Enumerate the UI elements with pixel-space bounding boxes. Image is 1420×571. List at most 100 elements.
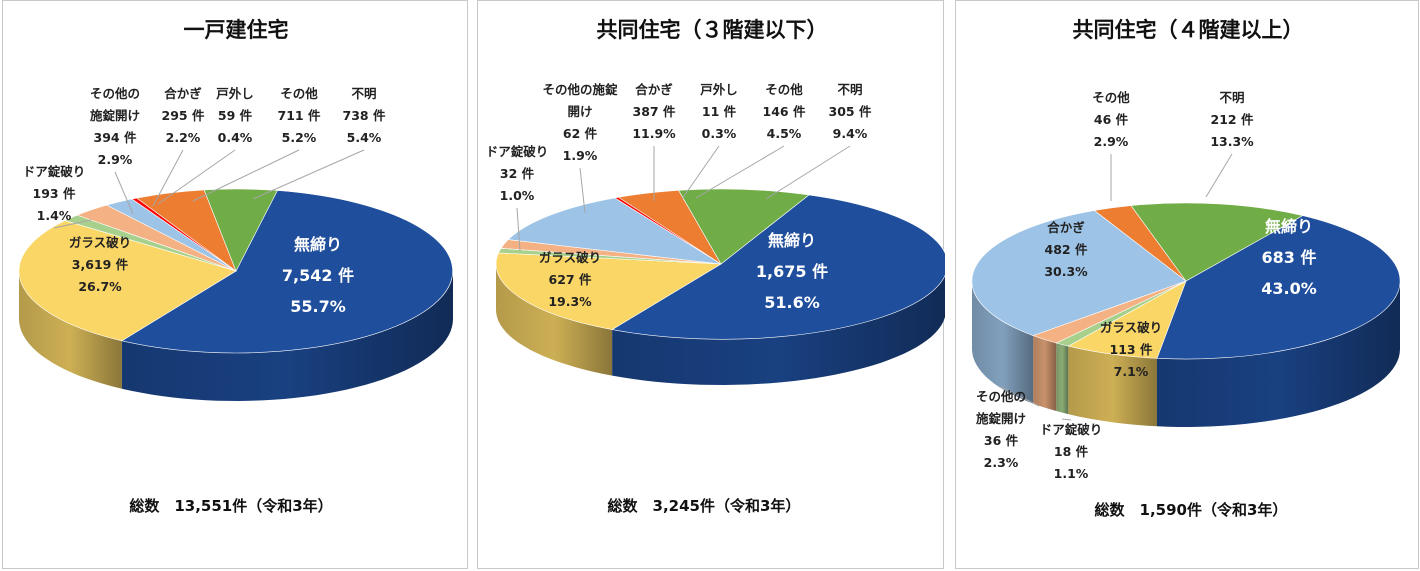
slice-count: 212 件 xyxy=(1211,112,1254,127)
slice-name: ガラス破り xyxy=(1100,320,1162,335)
pie-slice-合かぎ xyxy=(971,210,1187,336)
slice-count: 113 件 xyxy=(1110,342,1153,357)
slice-name: 無締り xyxy=(768,231,816,250)
slice-name: 合かぎ xyxy=(164,86,202,101)
slice-count: 394 件 xyxy=(94,130,137,145)
slice-label-合かぎ: 合かぎ 482 件 30.3% xyxy=(1044,220,1088,279)
leader-line-不明 xyxy=(765,145,851,200)
pie-chart-apartments-4-floors-or-more: 共同住宅（４階建以上） 無締り 683 件 43.0% ガラス破り 113 件 7.1% ド… xyxy=(971,18,1401,519)
slice-percent: 2.2% xyxy=(166,130,201,145)
slice-name: 無締り xyxy=(1265,217,1313,236)
total-count-label: 総数 13,551件（令和3年） xyxy=(129,497,332,515)
slice-label-ドア錠破り: ドア錠破り 18 件 1.1% xyxy=(1040,422,1103,481)
slice-percent: 0.3% xyxy=(702,126,737,141)
slice-percent: 1.0% xyxy=(500,188,535,203)
slice-label-不明: 不明 738 件 5.4% xyxy=(343,86,386,145)
slice-count: 3,619 件 xyxy=(72,257,129,272)
pie-slice-ガラス破り xyxy=(495,252,722,330)
slice-percent: 1.4% xyxy=(37,208,72,223)
slice-name: その他 xyxy=(280,86,318,101)
slice-label-無締り: 無締り 7,542 件 55.7% xyxy=(282,235,354,316)
slice-label-不明: 不明 305 件 9.4% xyxy=(829,82,872,141)
slice-percent: 5.4% xyxy=(347,130,382,145)
pie-slice-無締り xyxy=(611,194,945,340)
leader-line-不明 xyxy=(252,149,365,200)
slice-percent: 5.2% xyxy=(282,130,317,145)
pie-side-ガラス破り xyxy=(19,271,122,389)
pie-slice-合かぎ xyxy=(507,197,722,265)
slice-name: ガラス破り xyxy=(539,250,601,265)
slice-percent: 30.3% xyxy=(1044,264,1088,279)
slice-count: 627 件 xyxy=(549,272,592,287)
slice-count: 146 件 xyxy=(763,104,806,119)
leader-line-合かぎ xyxy=(152,149,184,207)
slice-percent: 19.3% xyxy=(548,294,592,309)
slice-label-合かぎ: 合かぎ 295 件 2.2% xyxy=(162,86,205,145)
slice-name: 戸外し xyxy=(700,82,738,97)
slice-label-その他: その他 46 件 2.9% xyxy=(1092,90,1130,149)
pie-side-無締り xyxy=(1157,281,1400,427)
slice-percent: 4.5% xyxy=(767,126,802,141)
chart-panel-apartments-4-floors-or-more: 共同住宅（４階建以上） 無締り 683 件 43.0% ガラス破り 113 件 7.1% ド… xyxy=(955,0,1419,569)
pie-side-無締り xyxy=(121,271,454,401)
slice-name-cont: 開け xyxy=(567,104,592,119)
slice-name: ガラス破り xyxy=(69,235,131,250)
slice-count: 193 件 xyxy=(33,186,76,201)
slice-percent: 13.3% xyxy=(1210,134,1254,149)
pie-side-ドア錠破り xyxy=(1056,343,1069,415)
slice-name-cont: 施錠開け xyxy=(90,108,140,123)
slice-name: ドア錠破り xyxy=(23,164,86,179)
slice-count: 738 件 xyxy=(343,108,386,123)
slice-percent: 2.9% xyxy=(98,152,133,167)
slice-name: ドア錠破り xyxy=(486,144,549,159)
leader-line-ドア錠破り xyxy=(1061,418,1072,421)
slice-name: ドア錠破り xyxy=(1040,422,1103,437)
pie-slice-不明 xyxy=(678,188,810,265)
slice-label-合かぎ: 合かぎ 387 件 11.9% xyxy=(632,82,676,141)
slice-count: 18 件 xyxy=(1054,444,1089,459)
slice-label-その他: その他 711 件 5.2% xyxy=(278,86,321,145)
pie-chart-apartments-3-floors-or-less: 共同住宅（３階建以下） 無締り 1,675 件 51.6% ガラス破り 627 件 19.… xyxy=(486,18,945,515)
slice-label-不明: 不明 212 件 13.3% xyxy=(1210,90,1254,149)
pie-slice-不明 xyxy=(203,188,278,272)
slice-label-ガラス破り: ガラス破り 3,619 件 26.7% xyxy=(69,235,131,294)
slice-name: 合かぎ xyxy=(635,82,673,97)
leader-line-その他 xyxy=(192,149,300,202)
slice-name: その他 xyxy=(1092,90,1130,105)
total-count-label: 総数 1,590件（令和3年） xyxy=(1095,501,1288,519)
slice-count: 1,675 件 xyxy=(756,262,828,281)
slice-label-戸外し: 戸外し 11 件 0.3% xyxy=(700,82,738,141)
slice-name: 不明 xyxy=(351,86,376,101)
slice-label-ドア錠破り: ドア錠破り 193 件 1.4% xyxy=(23,164,86,223)
slice-count: 7,542 件 xyxy=(282,266,354,285)
slice-count: 59 件 xyxy=(218,108,253,123)
slice-percent: 2.9% xyxy=(1094,134,1129,149)
slice-count: 62 件 xyxy=(563,126,598,141)
slice-name: その他の xyxy=(976,389,1026,404)
pie-slice-無締り xyxy=(1156,215,1401,360)
slice-name: 戸外し xyxy=(216,86,254,101)
chart-title: 一戸建住宅 xyxy=(184,18,289,42)
slice-name: その他の施錠 xyxy=(542,82,618,97)
slice-label-ガラス破り: ガラス破り 113 件 7.1% xyxy=(1100,320,1162,379)
slice-label-無締り: 無締り 1,675 件 51.6% xyxy=(756,231,828,312)
slice-percent: 11.9% xyxy=(632,126,676,141)
slice-count: 482 件 xyxy=(1045,242,1088,257)
slice-label-無締り: 無締り 683 件 43.0% xyxy=(1261,217,1317,298)
chart-panel-detached-houses: 一戸建住宅 無締り 7,542 件 55.7% ガラス破り 3,619 件 26.7% ドア… xyxy=(2,0,468,569)
slice-name-cont: 施錠開け xyxy=(976,411,1026,426)
leader-line-ドア錠破り xyxy=(53,219,92,229)
slice-count: 32 件 xyxy=(500,166,535,181)
leader-line-戸外し xyxy=(157,149,236,205)
slice-percent: 51.6% xyxy=(764,293,820,312)
slice-name: その他の xyxy=(90,86,140,101)
slice-percent: 7.1% xyxy=(1114,364,1149,379)
slice-count: 387 件 xyxy=(633,104,676,119)
slice-name: 不明 xyxy=(837,82,862,97)
pie-slice-不明 xyxy=(1130,202,1304,282)
slice-percent: 0.4% xyxy=(218,130,253,145)
slice-percent: 55.7% xyxy=(290,297,346,316)
